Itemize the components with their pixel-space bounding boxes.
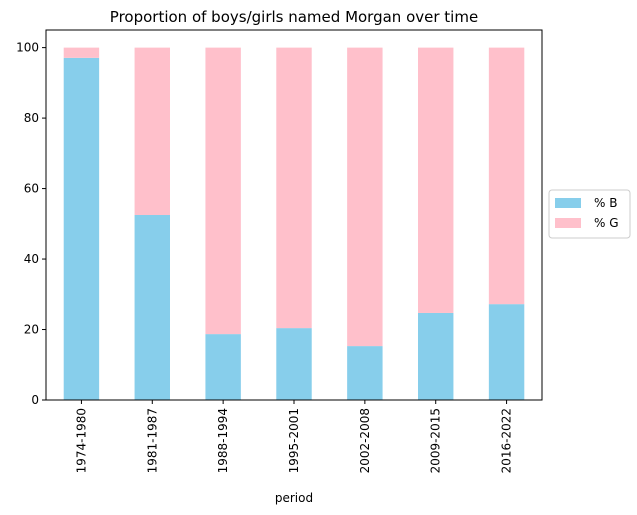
legend-label-1: % G	[594, 216, 619, 230]
bar-series-1-2016-2022	[488, 47, 525, 305]
legend-swatch-0	[555, 198, 581, 208]
y-tick-label: 40	[24, 252, 39, 266]
bar-series-0-2016-2022	[488, 304, 525, 400]
bar-series-0-2009-2015	[418, 312, 454, 400]
bar-series-0-2002-2008	[347, 346, 383, 400]
bars-layer	[63, 47, 525, 401]
x-axis: 1974-1980 1981-1987 1988-1994 1995-2001 2002…	[74, 400, 514, 473]
legend-swatch-1	[555, 218, 581, 228]
bar-series-1-1974-1980	[63, 47, 100, 58]
x-tick-label: 1988-1994	[216, 408, 230, 473]
y-tick-label: 100	[16, 41, 39, 55]
y-tick-label: 20	[24, 323, 39, 337]
x-tick-label: 1981-1987	[145, 408, 159, 473]
x-tick-label: 2002-2008	[358, 408, 372, 473]
bar-series-0-1974-1980	[63, 57, 100, 401]
bar-series-1-2009-2015	[418, 47, 454, 313]
x-tick-label: 2009-2015	[429, 408, 443, 473]
y-axis: 0 20 40 60 80 100	[16, 41, 46, 407]
x-tick-label: 1995-2001	[287, 408, 301, 473]
bar-series-0-1981-1987	[134, 215, 170, 400]
y-tick-label: 60	[24, 182, 39, 196]
y-tick-label: 80	[24, 111, 39, 125]
legend-label-0: % B	[594, 196, 617, 210]
bar-series-1-1981-1987	[134, 47, 170, 216]
bar-series-1-2002-2008	[347, 47, 383, 347]
bar-series-0-1995-2001	[276, 328, 312, 400]
legend-frame	[548, 189, 631, 239]
bar-series-1-1995-2001	[276, 47, 312, 329]
x-tick-label: 1974-1980	[74, 408, 88, 473]
bar-series-1-1988-1994	[205, 47, 241, 335]
chart-title: Proportion of boys/girls named Morgan ov…	[110, 8, 478, 26]
legend: % B % G	[548, 189, 631, 239]
x-axis-label: period	[275, 491, 313, 505]
y-tick-label: 0	[31, 393, 39, 407]
x-tick-label: 2016-2022	[500, 408, 514, 473]
bar-series-0-1988-1994	[205, 334, 241, 400]
